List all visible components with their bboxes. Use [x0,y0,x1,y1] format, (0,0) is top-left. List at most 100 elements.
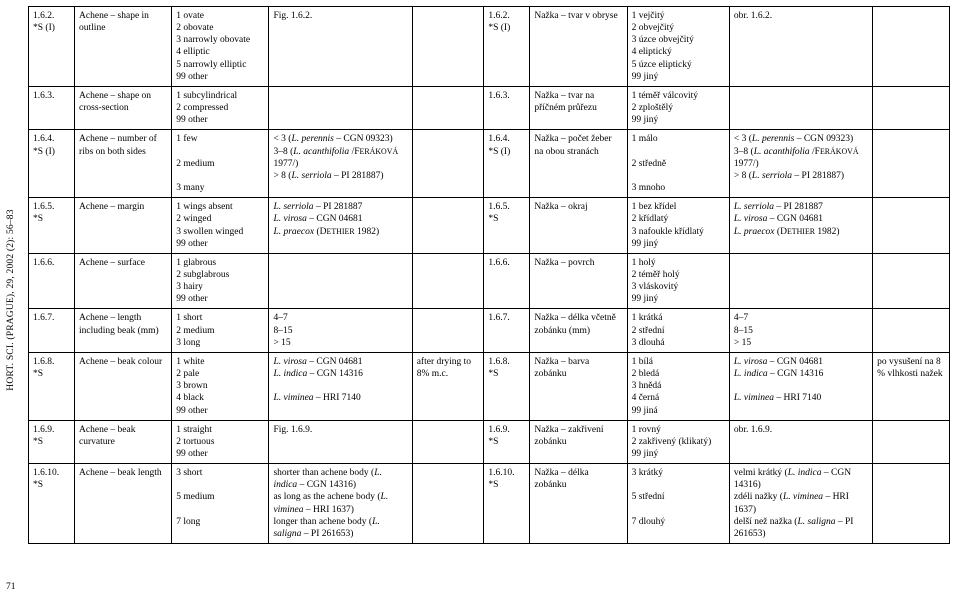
table-cell: L. virosa – CGN 04681L. indica – CGN 143… [269,352,412,420]
table-cell: L. serriola – PI 281887L. virosa – CGN 0… [269,198,412,254]
table-cell: 1.6.6. [29,253,75,309]
table-row: 1.6.7.Achene – length including beak (mm… [29,309,950,352]
table-cell: 4–78–15> 15 [729,309,872,352]
table-row: 1.6.5.*SAchene – margin1 wings absent2 w… [29,198,950,254]
table-cell: Achene – margin [75,198,172,254]
table-cell [412,198,484,254]
table-cell [873,86,950,129]
table-cell [873,7,950,87]
table-cell: velmi krátký (L. indica – CGN 14316)zdél… [729,464,872,544]
table-cell: Nažka – počet žeber na obou stranách [530,130,627,198]
table-cell [269,86,412,129]
table-cell: 1 ovate2 obovate3 narrowly obovate4 elli… [172,7,269,87]
table-cell: Achene – number of ribs on both sides [75,130,172,198]
table-cell [873,253,950,309]
table-cell: 1.6.8.*S [484,352,530,420]
table-cell: Nažka – délka zobánku [530,464,627,544]
table-cell [873,130,950,198]
table-cell: 1 málo2 středně3 mnoho [627,130,729,198]
table-cell: 1.6.9.*S [484,420,530,463]
table-cell: L. serriola – PI 281887L. virosa – CGN 0… [729,198,872,254]
descriptor-table: 1.6.2.*S (I)Achene – shape in outline1 o… [28,6,950,544]
table-cell: Nažka – okraj [530,198,627,254]
table-cell: 1.6.6. [484,253,530,309]
table-cell: 1 short2 medium3 long [172,309,269,352]
table-cell: 1.6.10.*S [29,464,75,544]
table-cell: Nažka – tvar v obryse [530,7,627,87]
journal-edge-label: HORT. SCI. (PRAGUE), 29, 2002 (2): 56–83 [6,209,16,390]
table-cell [873,464,950,544]
table-row: 1.6.3.Achene – shape on cross-section1 s… [29,86,950,129]
table-cell: 1 subcylindrical2 compressed99 other [172,86,269,129]
table-cell: Achene – beak curvature [75,420,172,463]
table-cell: Achene – shape on cross-section [75,86,172,129]
table-cell [269,253,412,309]
table-cell: 3 short5 medium7 long [172,464,269,544]
table-cell: po vysušení na 8 % vlhkosti nažek [873,352,950,420]
table-cell: Achene – beak colour [75,352,172,420]
table-cell [412,86,484,129]
page-number: 71 [6,582,16,592]
table-cell: 1.6.5.*S [484,198,530,254]
table-cell: 1.6.4.*S (I) [484,130,530,198]
table-cell: 1.6.9.*S [29,420,75,463]
table-cell: shorter than achene body (L. indica – CG… [269,464,412,544]
table-cell: Nažka – barva zobánku [530,352,627,420]
table-cell [873,309,950,352]
table-cell: 1 few2 medium3 many [172,130,269,198]
table-cell: Achene – shape in outline [75,7,172,87]
table-cell: < 3 (L. perennis – CGN 09323)3–8 (L. aca… [269,130,412,198]
table-cell: Nažka – povrch [530,253,627,309]
table-cell: 1 krátká2 střední3 dlouhá [627,309,729,352]
table-cell: obr. 1.6.9. [729,420,872,463]
table-cell: 1 bílá2 bledá3 hnědá4 černá99 jiná [627,352,729,420]
table-cell [412,420,484,463]
table-cell: 1.6.10.*S [484,464,530,544]
table-cell [873,198,950,254]
table-cell [729,253,872,309]
table-cell [412,309,484,352]
table-cell: Achene – length including beak (mm) [75,309,172,352]
table-cell: 1.6.2.*S (I) [484,7,530,87]
table-cell: 1.6.3. [484,86,530,129]
table-cell: obr. 1.6.2. [729,7,872,87]
table-cell: 1.6.4.*S (I) [29,130,75,198]
table-cell: 1.6.2.*S (I) [29,7,75,87]
table-cell [729,86,872,129]
table-cell: 1.6.7. [484,309,530,352]
table-cell [412,7,484,87]
table-cell: 1 glabrous2 subglabrous3 hairy99 other [172,253,269,309]
table-cell: < 3 (L. perennis – CGN 09323)3–8 (L. aca… [729,130,872,198]
table-cell: 1.6.5.*S [29,198,75,254]
table-cell: 1.6.3. [29,86,75,129]
table-cell [412,253,484,309]
table-cell: 1 holý2 téměř holý3 vláskovitý99 jiný [627,253,729,309]
table-row: 1.6.10.*SAchene – beak length3 short5 me… [29,464,950,544]
table-cell: Nažka – délka včetně zobánku (mm) [530,309,627,352]
table-cell: 4–78–15> 15 [269,309,412,352]
table-cell: 3 krátký5 střední7 dlouhý [627,464,729,544]
table-cell: 1 wings absent2 winged3 swollen winged99… [172,198,269,254]
table-cell: 1 vejčitý2 obvejčitý3 úzce obvejčitý4 el… [627,7,729,87]
table-cell: 1 straight2 tortuous99 other [172,420,269,463]
table-row: 1.6.8.*SAchene – beak colour1 white2 pal… [29,352,950,420]
table-cell: Fig. 1.6.9. [269,420,412,463]
table-cell: Fig. 1.6.2. [269,7,412,87]
table-cell: 1 bez křídel2 křídlatý3 nafoukle křídlat… [627,198,729,254]
table-cell: after drying to 8% m.c. [412,352,484,420]
table-cell [412,464,484,544]
table-cell [412,130,484,198]
table-cell [873,420,950,463]
table-cell: Nažka – tvar na příčném průřezu [530,86,627,129]
table-cell: 1 white2 pale3 brown4 black99 other [172,352,269,420]
table-row: 1.6.6.Achene – surface1 glabrous2 subgla… [29,253,950,309]
table-row: 1.6.4.*S (I)Achene – number of ribs on b… [29,130,950,198]
table-cell: 1 téměř válcovitý2 zploštělý99 jiný [627,86,729,129]
table-row: 1.6.9.*SAchene – beak curvature1 straigh… [29,420,950,463]
table-cell: 1.6.7. [29,309,75,352]
table-cell: 1 rovný2 zakřivený (klikatý)99 jiný [627,420,729,463]
table-cell: L. virosa – CGN 04681L. indica – CGN 143… [729,352,872,420]
table-cell: 1.6.8.*S [29,352,75,420]
table-row: 1.6.2.*S (I)Achene – shape in outline1 o… [29,7,950,87]
table-cell: Achene – surface [75,253,172,309]
